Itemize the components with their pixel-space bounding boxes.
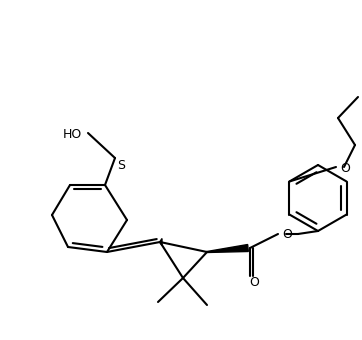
Polygon shape <box>207 244 248 253</box>
Text: S: S <box>117 159 125 172</box>
Text: HO: HO <box>62 128 81 140</box>
Text: O: O <box>249 275 259 289</box>
Text: O: O <box>340 162 350 174</box>
Text: O: O <box>282 228 292 241</box>
Polygon shape <box>160 238 162 245</box>
